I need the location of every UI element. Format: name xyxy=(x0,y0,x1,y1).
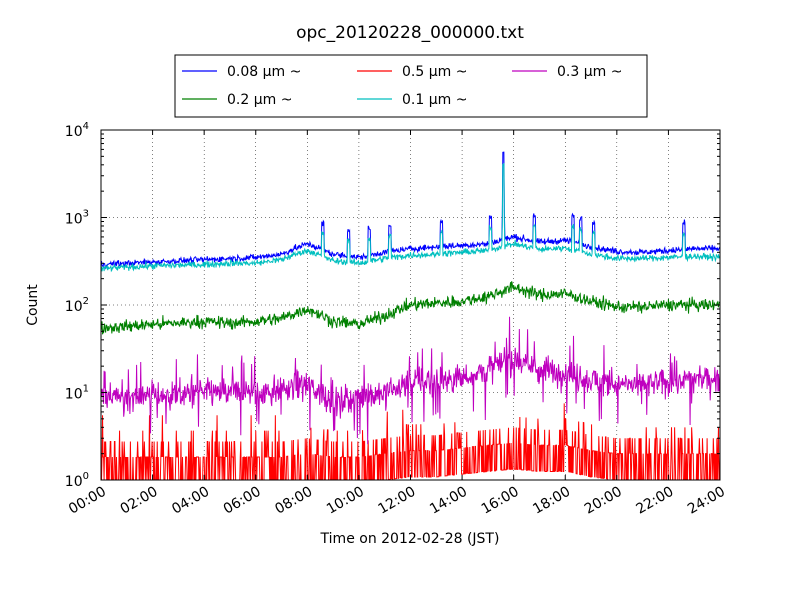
series-line xyxy=(101,281,720,335)
series-layer xyxy=(101,151,720,480)
legend: 0.08 μm ~ 0.2 μm ~ 0.5 μm ~ 0.1 μm ~ 0.3 μm … xyxy=(174,54,648,118)
series-line xyxy=(101,316,720,445)
y-tick-base: 10 xyxy=(65,212,83,228)
legend-frame xyxy=(174,54,648,118)
legend-label: 0.1 μm ~ xyxy=(402,92,467,108)
legend-label: 0.08 μm ~ xyxy=(227,64,301,80)
legend-label: 0.2 μm ~ xyxy=(227,92,292,108)
y-tick-label: 100 xyxy=(65,471,89,490)
legend-label: 0.3 μm ~ xyxy=(557,64,622,80)
y-tick-base: 10 xyxy=(65,387,83,403)
y-tick-exponent: 0 xyxy=(83,471,89,482)
y-tick-exponent: 4 xyxy=(83,121,89,132)
y-tick-base: 10 xyxy=(65,474,83,490)
y-tick-base: 10 xyxy=(65,299,83,315)
y-tick-base: 10 xyxy=(65,124,83,140)
series-line xyxy=(101,162,720,273)
y-axis-label: Count xyxy=(25,284,41,326)
x-axis-label: Time on 2012-02-28 (JST) xyxy=(320,531,500,547)
y-tick-exponent: 1 xyxy=(83,384,89,395)
y-tick-exponent: 3 xyxy=(83,209,89,220)
y-tick-label: 104 xyxy=(65,121,89,140)
chart-title: opc_20120228_000000.txt xyxy=(296,23,524,43)
y-tick-exponent: 2 xyxy=(83,296,89,307)
legend-label: 0.5 μm ~ xyxy=(402,64,467,80)
y-tick-label: 103 xyxy=(65,209,89,228)
y-tick-label: 101 xyxy=(65,384,89,403)
series-line xyxy=(101,151,720,270)
series-line xyxy=(101,403,720,480)
y-tick-label: 102 xyxy=(65,296,89,315)
